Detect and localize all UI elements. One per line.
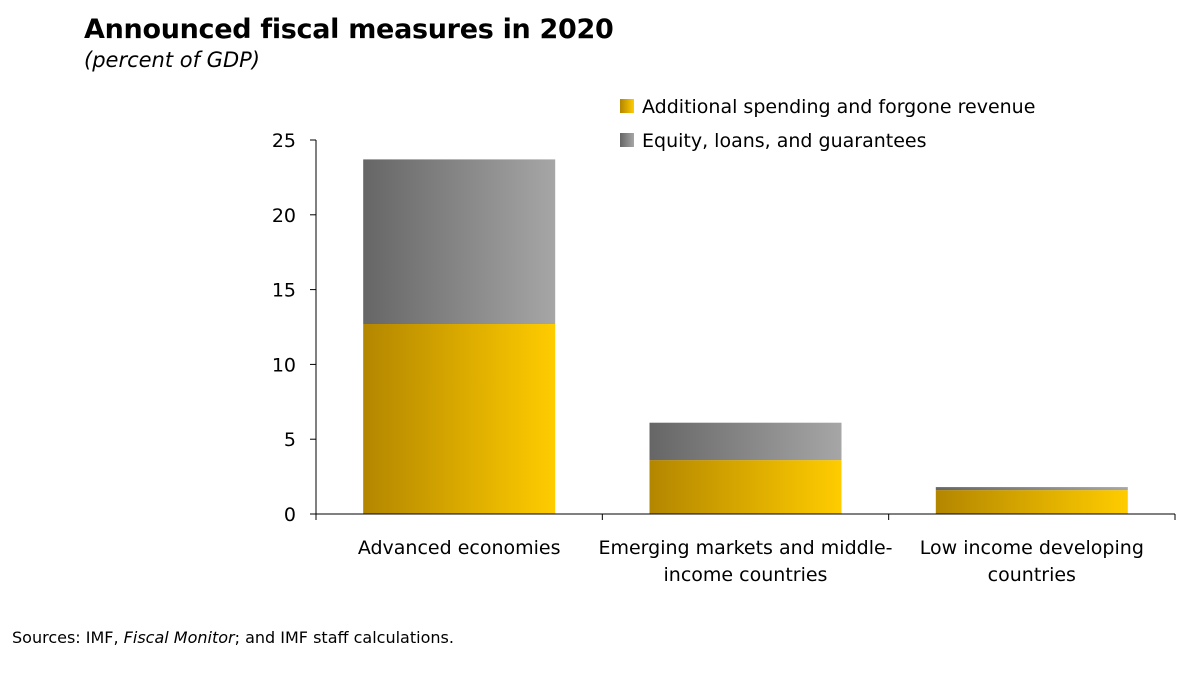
bar-spending-1 <box>363 324 556 514</box>
y-tick-label: 0 <box>284 504 296 526</box>
y-tick-label: 15 <box>272 280 296 302</box>
sources-note: Sources: IMF, Fiscal Monitor; and IMF st… <box>12 628 454 647</box>
bar-spending-3 <box>935 490 1128 514</box>
x-axis: Advanced economies Emerging markets and m… <box>315 513 1176 586</box>
bar-spending-2 <box>649 460 842 514</box>
legend-swatch-equity <box>620 133 634 147</box>
chart-title: Announced fiscal measures in 2020 <box>84 14 614 45</box>
chart: 0 5 10 15 20 25 Advanced economies Emerging ma… <box>272 96 1176 586</box>
plot-area <box>363 159 1128 514</box>
x-category-label: Low income developing countries <box>920 537 1144 586</box>
legend-swatch-spending <box>620 99 634 113</box>
y-axis: 0 5 10 15 20 25 <box>272 130 317 526</box>
sources-prefix: Sources: IMF, <box>12 628 124 647</box>
bar-equity-2 <box>649 422 842 461</box>
bar-equity-3 <box>935 487 1128 491</box>
sources-publication: Fiscal Monitor <box>123 628 235 647</box>
x-category-label: Emerging markets and middle-income count… <box>598 537 892 586</box>
y-tick-label: 5 <box>284 429 296 451</box>
legend-label-spending: Additional spending and forgone revenue <box>642 96 1035 118</box>
x-category-label: Advanced economies <box>358 537 561 559</box>
y-tick-label: 25 <box>272 130 296 152</box>
chart-subtitle: (percent of GDP) <box>84 48 260 72</box>
sources-suffix: ; and IMF staff calculations. <box>234 628 454 647</box>
legend-label-equity: Equity, loans, and guarantees <box>642 130 926 152</box>
y-tick-label: 10 <box>272 354 296 376</box>
bar-equity-1 <box>363 159 556 324</box>
y-tick-label: 20 <box>272 205 296 227</box>
legend: Additional spending and forgone revenue E… <box>620 96 1035 152</box>
